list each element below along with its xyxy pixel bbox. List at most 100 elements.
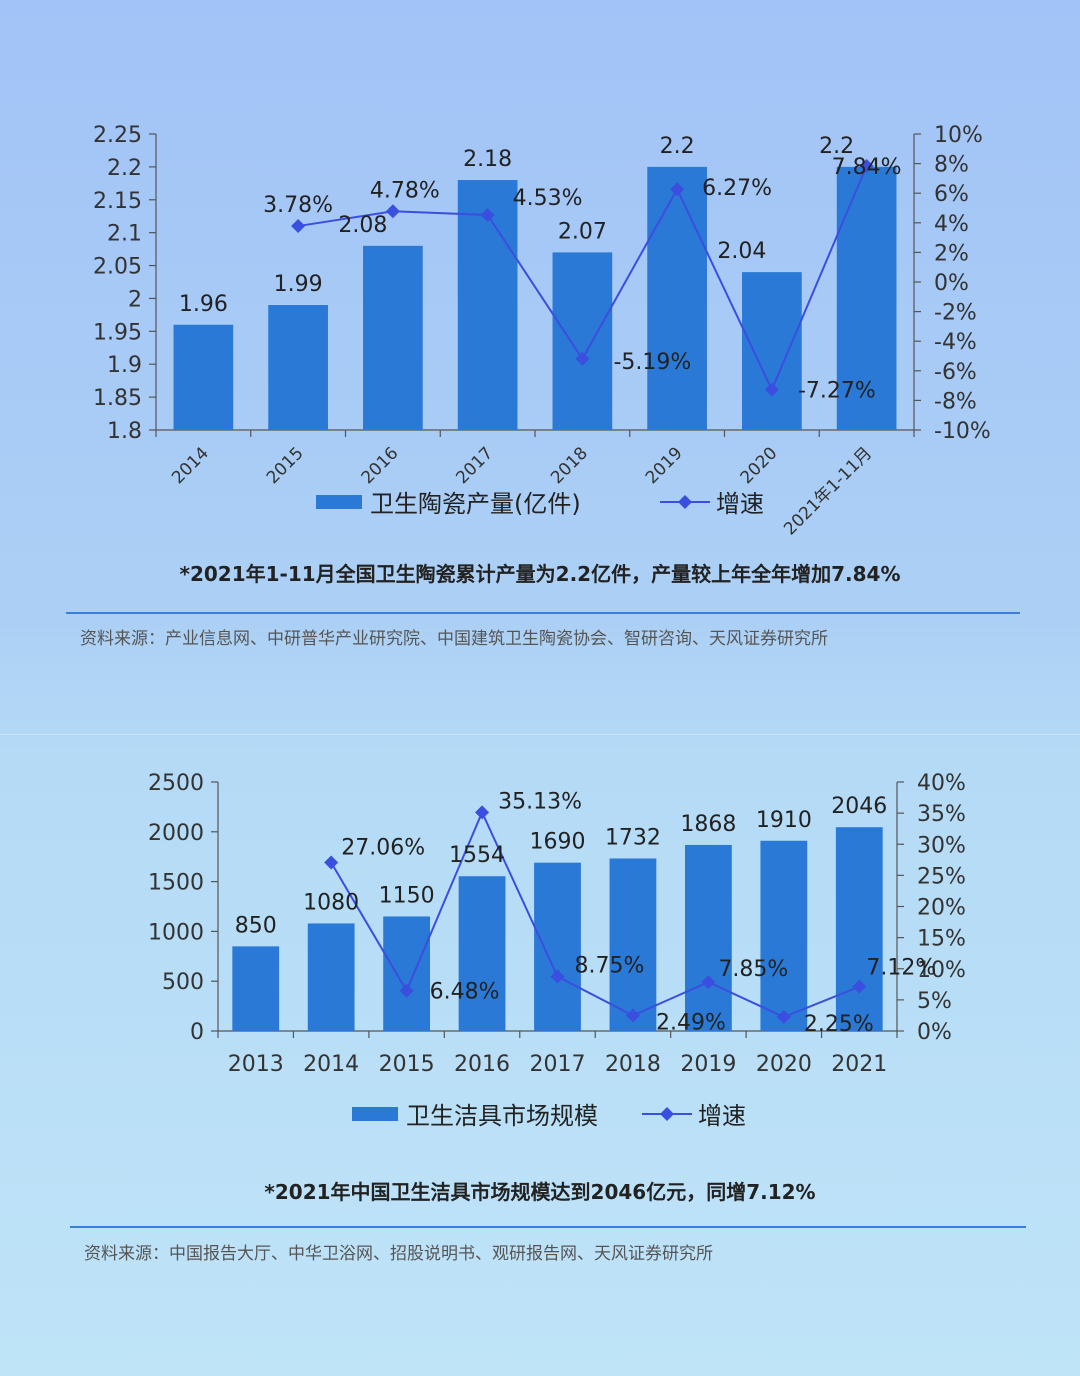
left-tick-label: 2.1 bbox=[107, 222, 142, 247]
legend-line-marker bbox=[678, 495, 692, 509]
left-tick-label: 2.05 bbox=[93, 255, 142, 280]
bottom-source-note: 资料来源：中国报告大厅、中华卫浴网、招股说明书、观研报告网、天风证券研究所 bbox=[84, 1244, 713, 1264]
left-tick-label: 2000 bbox=[148, 821, 204, 846]
category-label: 2013 bbox=[228, 1052, 284, 1077]
growth-value-label: -5.19% bbox=[613, 350, 691, 375]
bar-2014 bbox=[307, 923, 355, 1031]
right-tick-label: 0% bbox=[934, 271, 969, 296]
bar-value-label: 850 bbox=[235, 913, 277, 938]
bar-2019 bbox=[647, 166, 707, 430]
left-tick-label: 2.15 bbox=[93, 189, 142, 214]
bar-value-label: 2.04 bbox=[717, 239, 766, 264]
growth-marker bbox=[385, 204, 400, 219]
growth-line bbox=[330, 809, 860, 1019]
bar-2014 bbox=[173, 324, 234, 430]
category-label: 2014 bbox=[303, 1052, 359, 1077]
legend-line-marker bbox=[660, 1107, 674, 1121]
category-label: 2018 bbox=[547, 443, 592, 488]
left-tick-label: 2.25 bbox=[93, 123, 142, 148]
bar-value-label: 1080 bbox=[303, 890, 359, 915]
production-chart: 1.8 1.85 1.9 1.95 2 2.05 2.1 2.15 2.2 2.25 -10% -8%… bbox=[93, 123, 991, 539]
bar-value-label: 1.96 bbox=[179, 292, 228, 317]
bar-value-label: 1554 bbox=[449, 843, 505, 868]
right-tick-label: -8% bbox=[934, 389, 977, 414]
right-tick-label: 20% bbox=[917, 896, 966, 921]
bar-2020 bbox=[760, 840, 808, 1031]
bar-value-label: 1910 bbox=[756, 808, 812, 833]
panel-separator bbox=[0, 734, 1080, 735]
bar-value-label: 2.18 bbox=[463, 147, 512, 172]
growth-marker bbox=[575, 351, 590, 366]
growth-value-label: 35.13% bbox=[498, 789, 582, 814]
category-label: 2020 bbox=[737, 443, 782, 488]
bar-value-label: 1150 bbox=[379, 883, 435, 908]
right-tick-label: 15% bbox=[917, 927, 966, 952]
top-chart-caption: *2021年1-11月全国卫生陶瓷累计产量为2.2亿件，产量较上年全年增加7.8… bbox=[179, 562, 901, 586]
growth-value-label: 2.25% bbox=[804, 1012, 874, 1037]
growth-value-label: 27.06% bbox=[341, 836, 425, 861]
left-tick-label: 1.85 bbox=[93, 386, 142, 411]
right-tick-label: 10% bbox=[934, 123, 983, 148]
left-tick-label: 1000 bbox=[148, 920, 204, 945]
growth-marker bbox=[480, 207, 495, 222]
growth-marker bbox=[776, 1009, 791, 1024]
category-label: 2014 bbox=[168, 443, 213, 488]
growth-marker bbox=[324, 855, 339, 870]
top-source-note: 资料来源：产业信息网、中研普华产业研究院、中国建筑卫生陶瓷协会、智研咨询、天风证… bbox=[80, 629, 828, 649]
right-tick-label: 25% bbox=[917, 864, 966, 889]
left-tick-label: 500 bbox=[162, 970, 204, 995]
growth-value-label: -7.27% bbox=[798, 379, 876, 404]
growth-value-label: 6.48% bbox=[430, 980, 500, 1005]
category-label: 2016 bbox=[454, 1052, 510, 1077]
growth-marker bbox=[670, 182, 685, 197]
right-tick-label: 30% bbox=[917, 833, 966, 858]
right-tick-label: 5% bbox=[917, 989, 952, 1014]
growth-marker bbox=[764, 382, 779, 397]
right-tick-label: 2% bbox=[934, 241, 969, 266]
bar-value-label: 2.2 bbox=[660, 134, 695, 159]
right-tick-label: -10% bbox=[934, 419, 991, 444]
growth-value-label: 6.27% bbox=[702, 176, 772, 201]
market-size-chart: 0 500 1000 1500 2000 2500 0% 5% 10% 15% 20% 25% 30% 3… bbox=[148, 771, 966, 1130]
category-label: 2020 bbox=[756, 1052, 812, 1077]
legend-line-label: 增速 bbox=[698, 1102, 746, 1130]
right-tick-label: -4% bbox=[934, 330, 977, 355]
bar-2016 bbox=[363, 245, 423, 430]
category-label: 2015 bbox=[263, 443, 308, 488]
growth-marker bbox=[291, 219, 306, 234]
bar-value-label: 2046 bbox=[831, 794, 887, 819]
left-tick-label: 2 bbox=[128, 287, 142, 312]
bar-2013 bbox=[232, 946, 280, 1031]
growth-marker bbox=[701, 975, 716, 990]
left-tick-label: 1500 bbox=[148, 871, 204, 896]
growth-value-label: 3.78% bbox=[263, 193, 333, 218]
category-label: 2019 bbox=[680, 1052, 736, 1077]
left-tick-label: 0 bbox=[190, 1020, 204, 1045]
bar-value-label: 1868 bbox=[680, 812, 736, 837]
growth-marker bbox=[859, 158, 874, 173]
right-tick-label: 8% bbox=[934, 153, 969, 178]
right-tick-label: 35% bbox=[917, 802, 966, 827]
left-tick-label: 2500 bbox=[148, 771, 204, 796]
bar-2021 bbox=[835, 827, 883, 1031]
bottom-chart-panel: 0 500 1000 1500 2000 2500 0% 5% 10% 15% 20% 25% 30% 3… bbox=[0, 734, 1080, 1342]
bar-2015 bbox=[268, 305, 328, 430]
right-tick-label: 4% bbox=[934, 212, 969, 237]
bar-value-label: 1690 bbox=[530, 830, 586, 855]
bar-2018 bbox=[609, 858, 657, 1031]
bar-value-label: 2.08 bbox=[338, 213, 387, 238]
growth-marker bbox=[625, 1008, 640, 1023]
growth-value-label: 8.75% bbox=[575, 954, 645, 979]
legend-bar-swatch bbox=[316, 495, 362, 509]
bar-2017 bbox=[534, 862, 581, 1031]
category-label: 2015 bbox=[379, 1052, 435, 1077]
growth-marker bbox=[475, 805, 490, 820]
growth-marker bbox=[852, 979, 867, 994]
left-tick-label: 1.95 bbox=[93, 320, 142, 345]
top-divider-rule bbox=[66, 612, 1020, 614]
right-tick-label: 10% bbox=[917, 958, 966, 983]
bar-2019 bbox=[685, 844, 732, 1031]
category-label: 2021 bbox=[831, 1052, 887, 1077]
legend-bar-swatch bbox=[352, 1107, 398, 1121]
top-chart-panel: 1.8 1.85 1.9 1.95 2 2.05 2.1 2.15 2.2 2.25 -10% -8%… bbox=[66, 123, 1020, 649]
